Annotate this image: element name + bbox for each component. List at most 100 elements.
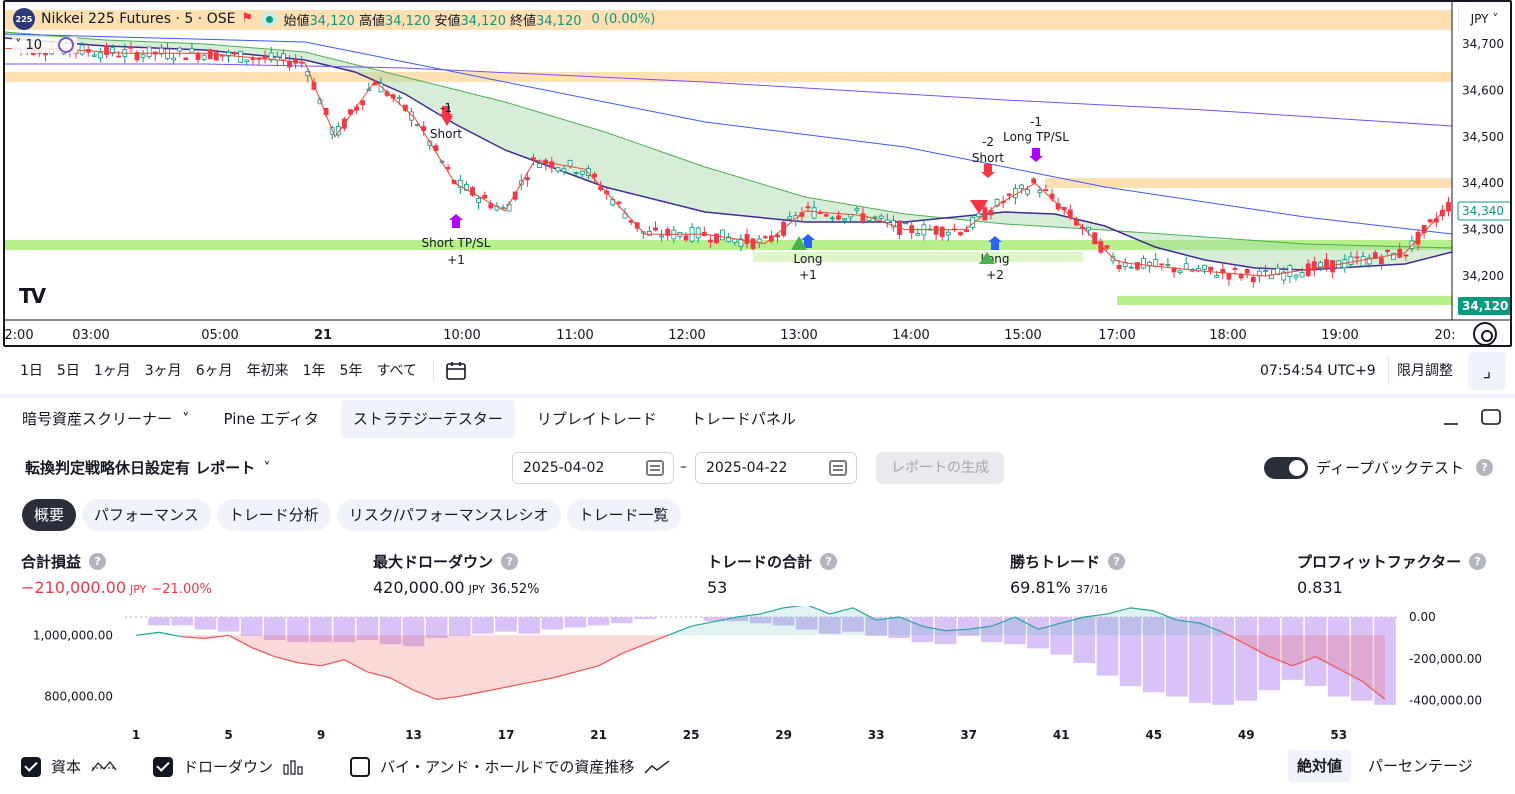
report-sub-tab[interactable]: 概要 — [22, 499, 77, 531]
equity-segment[interactable] — [182, 636, 206, 639]
maximize-panel-icon[interactable] — [1480, 406, 1502, 428]
equity-segment[interactable] — [876, 616, 900, 621]
equity-segment[interactable] — [135, 631, 160, 636]
equity-segment[interactable] — [274, 656, 299, 664]
drawdown-bar[interactable] — [772, 617, 795, 626]
equity-segment[interactable] — [1014, 616, 1039, 630]
help-icon[interactable]: ? — [1476, 459, 1493, 476]
equity-segment[interactable] — [505, 682, 530, 688]
panel-tab[interactable]: 暗号資産スクリーナー ˅ — [10, 400, 202, 438]
range-button[interactable]: 1日 — [20, 363, 43, 379]
drawdown-bar[interactable] — [425, 617, 448, 638]
tradingview-logo[interactable]: TV — [19, 284, 46, 308]
equity-segment[interactable] — [1061, 616, 1085, 624]
percentage-button[interactable]: パーセンテージ — [1368, 757, 1473, 775]
drawdown-bar[interactable] — [819, 617, 841, 634]
range-button[interactable]: 6ヶ月 — [195, 363, 233, 379]
equity-segment[interactable] — [737, 613, 761, 618]
help-icon[interactable]: ? — [1469, 553, 1487, 570]
drawdown-bar[interactable] — [842, 617, 864, 632]
equity-segment[interactable] — [575, 665, 599, 673]
drawdown-bar[interactable] — [1212, 617, 1234, 705]
equity-segment[interactable] — [1037, 622, 1062, 630]
equity-segment[interactable] — [1292, 656, 1316, 667]
calendar-icon[interactable] — [646, 460, 664, 476]
equity-segment[interactable] — [968, 625, 992, 630]
equity-segment[interactable] — [413, 689, 437, 700]
range-button[interactable]: 5日 — [56, 363, 80, 379]
collapse-icon[interactable]: ⌟ — [1468, 352, 1506, 390]
drawdown-bar[interactable] — [402, 617, 425, 647]
drawdown-checkbox[interactable]: ドローダウン — [153, 756, 305, 777]
equity-segment[interactable] — [1107, 607, 1131, 615]
equity-segment[interactable] — [228, 634, 252, 649]
trade-marker[interactable]: -2 Short — [972, 135, 1004, 178]
range-button[interactable]: 1ヶ月 — [93, 363, 131, 379]
equity-segment[interactable] — [390, 677, 414, 691]
equity-segment[interactable] — [991, 616, 1016, 627]
flag-icon[interactable]: ⚑ — [241, 11, 254, 26]
drawdown-bar[interactable] — [726, 617, 749, 622]
deep-backtest-toggle[interactable] — [1264, 457, 1308, 479]
calendar-icon[interactable] — [829, 460, 847, 476]
equity-segment[interactable] — [829, 607, 854, 615]
drawdown-bar[interactable] — [1119, 617, 1142, 687]
equity-segment[interactable] — [1269, 656, 1293, 667]
drawdown-bar[interactable] — [1050, 617, 1072, 655]
panel-tab[interactable]: リプレイトレード — [525, 400, 669, 438]
equity-segment[interactable] — [343, 659, 368, 673]
drawdown-bar[interactable] — [1304, 617, 1327, 687]
drawdown-bar[interactable] — [356, 617, 379, 641]
equity-segment[interactable] — [1338, 668, 1363, 682]
trade-marker[interactable]: +1 Short TP/SL — [422, 214, 491, 267]
drawdown-bar[interactable] — [1142, 617, 1165, 693]
equity-segment[interactable] — [598, 653, 623, 667]
drawdown-bar[interactable] — [495, 617, 517, 632]
help-icon[interactable]: ? — [1108, 553, 1126, 570]
equity-checkbox[interactable]: 資本 — [21, 756, 117, 777]
range-button[interactable]: すべて — [376, 363, 417, 379]
absolute-value-button[interactable]: 絶対値 — [1288, 750, 1352, 782]
equity-segment[interactable] — [1176, 619, 1201, 624]
drawdown-bar[interactable] — [1327, 617, 1350, 697]
checkbox-checked[interactable] — [153, 756, 173, 777]
drawdown-bar[interactable] — [379, 617, 402, 645]
drawdown-bar[interactable] — [634, 617, 656, 620]
drawdown-bar[interactable] — [310, 617, 332, 643]
drawdown-bar[interactable] — [217, 617, 240, 632]
date-from-field[interactable]: 2025-04-02 — [512, 452, 674, 484]
date-range-icon[interactable] — [444, 359, 468, 383]
help-icon[interactable]: ? — [89, 553, 107, 570]
range-button[interactable]: 5年 — [339, 363, 363, 379]
equity-segment[interactable] — [205, 634, 229, 639]
equity-segment[interactable] — [945, 628, 969, 632]
equity-segment[interactable] — [667, 625, 692, 636]
drawdown-bar[interactable] — [888, 617, 911, 638]
drawdown-bar[interactable] — [587, 617, 610, 626]
equity-segment[interactable] — [1361, 680, 1386, 700]
help-icon[interactable]: ? — [501, 553, 519, 570]
equity-segment[interactable] — [320, 659, 345, 667]
drawdown-bar[interactable] — [263, 617, 286, 641]
generate-report-button[interactable]: レポートの生成 — [876, 452, 1004, 484]
time-axis[interactable]: 2:00 03:00 05:00 21 10:00 11:00 12:00 13:00 14:0… — [5, 319, 1512, 347]
equity-segment[interactable] — [482, 686, 507, 693]
equity-segment[interactable] — [297, 662, 322, 667]
equity-segment[interactable] — [159, 631, 183, 638]
drawdown-bar[interactable] — [957, 617, 980, 636]
drawdown-bar[interactable] — [865, 617, 887, 636]
report-sub-tab[interactable]: リスク/パフォーマンスレシオ — [336, 499, 561, 531]
equity-segment[interactable] — [760, 607, 784, 615]
equity-drawdown-chart[interactable]: 1,000,000.00 800,000.00 0.00 -200,000.00 -40… — [0, 606, 1515, 746]
drawdown-bar[interactable] — [1189, 617, 1211, 703]
report-sub-tab[interactable]: トレード一覧 — [566, 499, 681, 531]
drawdown-bar[interactable] — [240, 617, 263, 636]
drawdown-bar[interactable] — [287, 617, 309, 643]
drawdown-bar[interactable] — [472, 617, 494, 634]
drawdown-bar[interactable] — [541, 617, 564, 630]
date-to-field[interactable]: 2025-04-22 — [695, 452, 857, 484]
drawdown-bar[interactable] — [1166, 617, 1188, 697]
help-icon[interactable]: ? — [820, 553, 838, 570]
equity-segment[interactable] — [1084, 613, 1108, 618]
